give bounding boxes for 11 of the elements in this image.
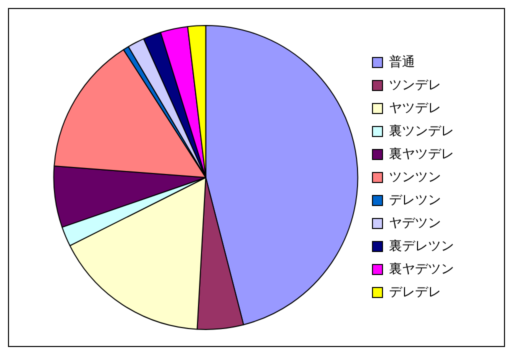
legend-label: 普通 [389, 54, 415, 70]
legend-label: ツンデレ [389, 78, 441, 93]
legend-label: 裏デレツン [389, 238, 454, 254]
legend-label: ヤツデレ [389, 100, 441, 116]
legend-label: ヤデツン [389, 216, 441, 231]
legend-label: 裏ヤデツン [389, 262, 454, 277]
legend-label: ツンツン [389, 170, 441, 185]
legend-label: デレデレ [389, 284, 441, 300]
legend-label: 裏ヤツデレ [389, 146, 454, 162]
legend-label: デレツン [389, 192, 441, 208]
legend-label: 裏ツンデレ [389, 124, 454, 139]
